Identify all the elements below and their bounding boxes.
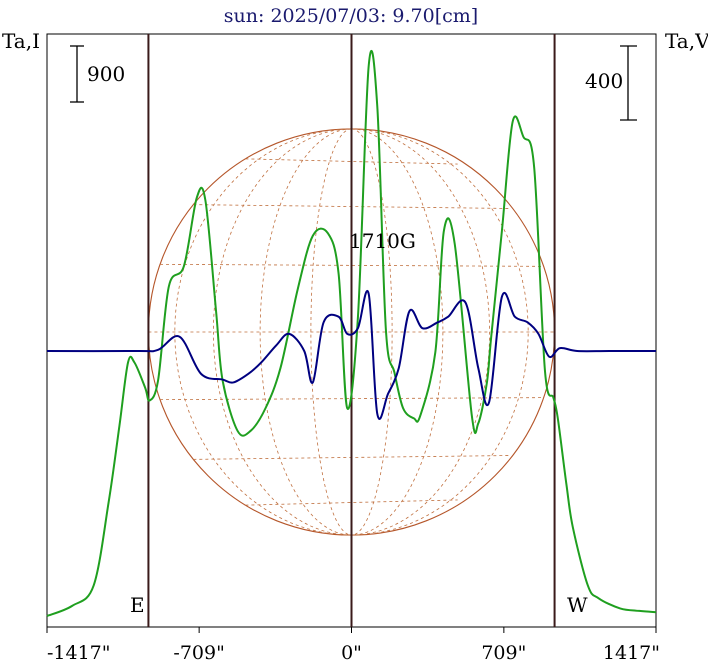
series-line-polarization [46,290,656,420]
latitude-line [245,499,458,506]
left-axis-label: Ta,I [2,29,40,53]
x-tick-label: 0" [341,642,362,662]
meridian-line [310,128,352,536]
latitude-line [245,158,458,165]
right-scale-label: 400 [585,69,623,93]
x-ticks: -1417" -709" 0" 709" 1417" [46,627,660,662]
latitude-line [160,263,543,267]
x-tick-label: 1417" [603,642,660,662]
position-markers [147,34,556,627]
meridian-line [351,128,444,536]
meridian-line [213,128,352,536]
field-annotation: 1710G [349,229,416,253]
x-tick-label: -1417" [47,642,111,662]
east-label: E [130,593,145,617]
x-tick-label: -709" [173,642,224,662]
right-scale-bar [620,45,637,121]
meridian-line [351,128,490,536]
x-tick-label: 709" [481,642,526,662]
latitude-line [160,397,543,401]
meridian-line [351,128,529,536]
west-label: W [567,593,588,617]
series-line-intensity [46,50,657,617]
right-axis-label: Ta,V [665,29,708,53]
meridian-line [351,128,393,536]
chart-title: sun: 2025/07/03: 9.70[cm] [224,5,478,27]
series-group [46,50,657,617]
left-scale-label: 900 [87,62,125,86]
meridian-line [259,128,352,536]
left-scale-bar [70,45,84,103]
meridian-line [174,128,352,536]
